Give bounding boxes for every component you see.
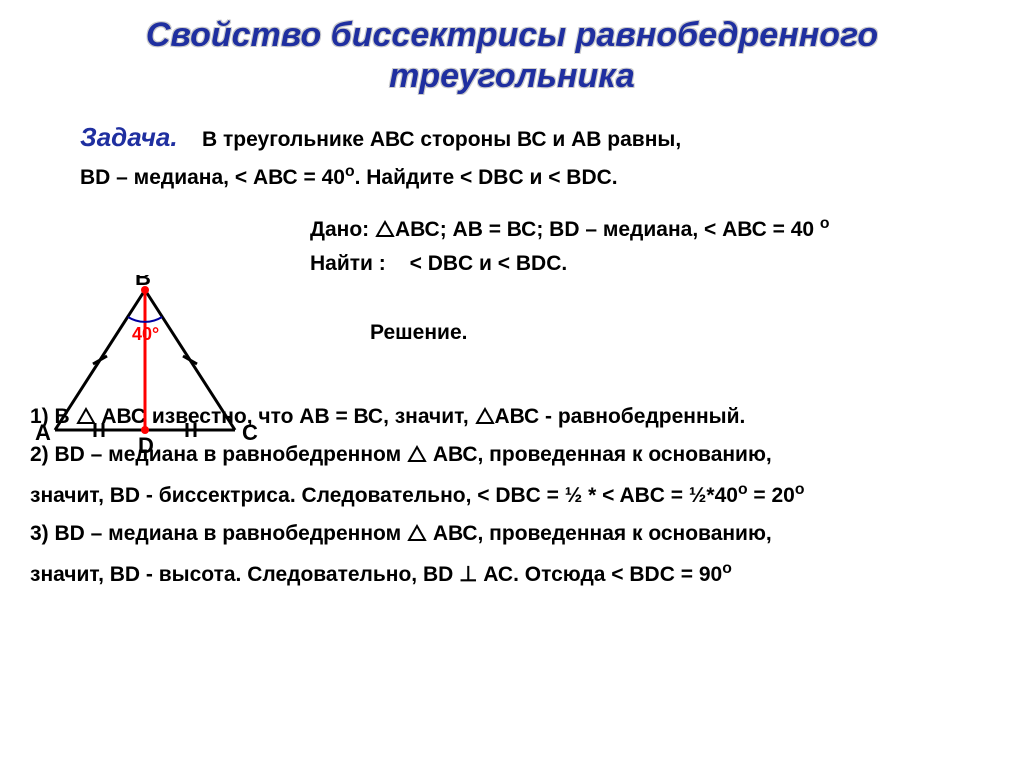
label-D: D (138, 433, 154, 458)
title-line-2: треугольника (389, 57, 635, 95)
deg-o-3: о (738, 481, 748, 498)
sol3-a: 3) ВD – медиана в равнобедренном (30, 522, 407, 545)
triangle-icon (375, 220, 395, 238)
triangle-figure: 40° A B C D (35, 275, 265, 465)
given-label: Дано: (310, 218, 369, 241)
sol-2-line2: значит, BD - биссектриса. Следовательно,… (30, 481, 994, 508)
angle-label: 40° (132, 324, 159, 344)
page: Свойство биссектрисы равнобедренного тре… (0, 0, 1024, 768)
sol-3-line1: 3) ВD – медиана в равнобедренном АВС, пр… (30, 522, 994, 546)
problem-label: Задача. (80, 122, 178, 152)
deg-o-1: о (345, 163, 355, 180)
triangle-icon (475, 407, 495, 425)
sol3-c: значит, BD - высота. Следовательно, BD ⊥… (30, 563, 722, 586)
triangle-icon (407, 445, 427, 463)
sol2-c: значит, BD - биссектриса. Следовательно,… (30, 484, 738, 507)
triangle-icon (407, 524, 427, 542)
given-text-a: АВС; АВ = ВС; ВD – медиана, < АВС = 40 (395, 218, 814, 241)
find-row: Найти : < DBC и < BDC. (310, 252, 994, 276)
deg-o-4: о (795, 481, 805, 498)
sol-3-line2: значит, BD - высота. Следовательно, BD ⊥… (30, 560, 994, 587)
solution-label: Решение. (370, 321, 994, 345)
problem-row-2: BD – медиана, < АВС = 40о. Найдите < DBC… (80, 163, 994, 190)
problem-text-2b: . Найдите < DBC и < BDC. (355, 166, 618, 189)
label-A: A (35, 420, 51, 445)
deg-o-5: о (722, 560, 732, 577)
sol2-d: = 20 (748, 484, 795, 507)
find-label: Найти : (310, 252, 386, 275)
deg-o-2: о (820, 215, 830, 232)
find-text: < DBC и < BDC. (410, 252, 568, 275)
title: Свойство биссектрисы равнобедренного тре… (30, 15, 994, 97)
sol3-b: АВС, проведенная к основанию, (433, 522, 772, 545)
tick-BC (183, 356, 197, 364)
given-row: Дано: АВС; АВ = ВС; ВD – медиана, < АВС … (310, 215, 994, 242)
triangle-svg: 40° A B C D (35, 275, 265, 465)
sol1-c: АВС - равнобедренный. (495, 405, 746, 428)
sol2-b: АВС, проведенная к основанию, (433, 443, 772, 466)
problem-text-2a: BD – медиана, < АВС = 40 (80, 166, 345, 189)
title-line-1: Свойство биссектрисы равнобедренного (146, 16, 878, 54)
label-C: C (242, 420, 258, 445)
problem-row: Задача. В треугольнике АВС стороны ВС и … (80, 122, 994, 153)
problem-text-1: В треугольнике АВС стороны ВС и АВ равны… (202, 128, 681, 151)
label-B: B (135, 275, 151, 290)
given-find-block: Дано: АВС; АВ = ВС; ВD – медиана, < АВС … (310, 215, 994, 345)
tick-AB (93, 356, 107, 364)
